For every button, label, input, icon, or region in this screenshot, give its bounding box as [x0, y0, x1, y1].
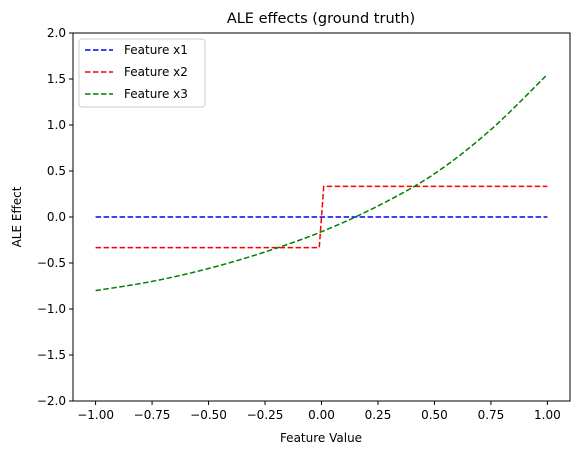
x-tick-label: 0.25 — [365, 408, 392, 422]
x-tick-label: 0.75 — [478, 408, 505, 422]
y-tick-label: −2.0 — [37, 394, 66, 408]
chart-title: ALE effects (ground truth) — [227, 11, 415, 27]
x-tick-label: −1.00 — [77, 408, 114, 422]
series-line-feature-x3 — [95, 73, 548, 292]
plot-frame — [72, 32, 571, 402]
y-tick-label: −1.5 — [37, 348, 66, 362]
y-axis-label: ALE Effect — [10, 186, 24, 247]
legend-label: Feature x2 — [124, 65, 188, 79]
y-tick-label: 1.5 — [47, 72, 66, 86]
x-tick-label: 0.00 — [308, 408, 335, 422]
legend-label: Feature x1 — [124, 43, 188, 57]
x-tick-label: 1.00 — [534, 408, 561, 422]
x-tick-label: −0.25 — [247, 408, 284, 422]
x-tick-label: −0.75 — [134, 408, 171, 422]
y-tick-label: −0.5 — [37, 256, 66, 270]
y-tick-label: 0.5 — [47, 164, 66, 178]
x-tick-label: −0.50 — [190, 408, 227, 422]
series-line-feature-x2 — [95, 185, 548, 249]
y-tick-label: 1.0 — [47, 118, 66, 132]
legend-label: Feature x3 — [124, 87, 188, 101]
y-tick-label: −1.0 — [37, 302, 66, 316]
legend-box — [78, 38, 206, 108]
y-tick-label: 2.0 — [47, 26, 66, 40]
x-axis-label: Feature Value — [280, 431, 362, 445]
y-tick-label: 0.0 — [47, 210, 66, 224]
x-tick-label: 0.50 — [421, 408, 448, 422]
